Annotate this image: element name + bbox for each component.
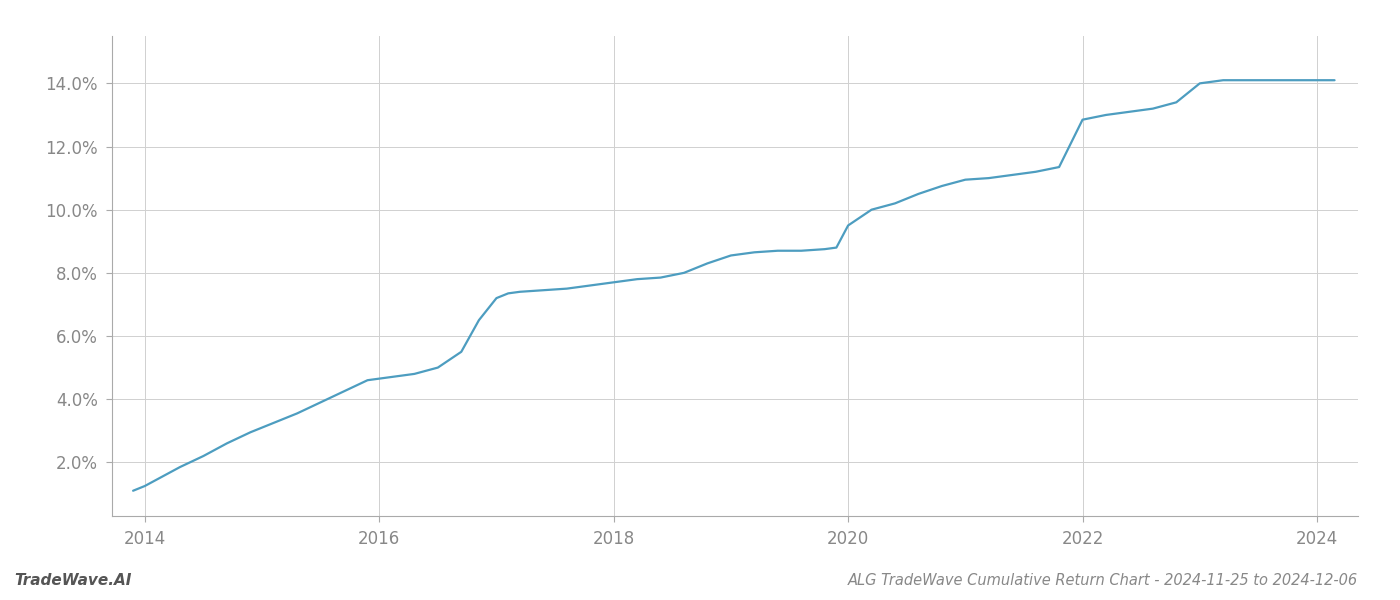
Text: TradeWave.AI: TradeWave.AI	[14, 573, 132, 588]
Text: ALG TradeWave Cumulative Return Chart - 2024-11-25 to 2024-12-06: ALG TradeWave Cumulative Return Chart - …	[848, 573, 1358, 588]
